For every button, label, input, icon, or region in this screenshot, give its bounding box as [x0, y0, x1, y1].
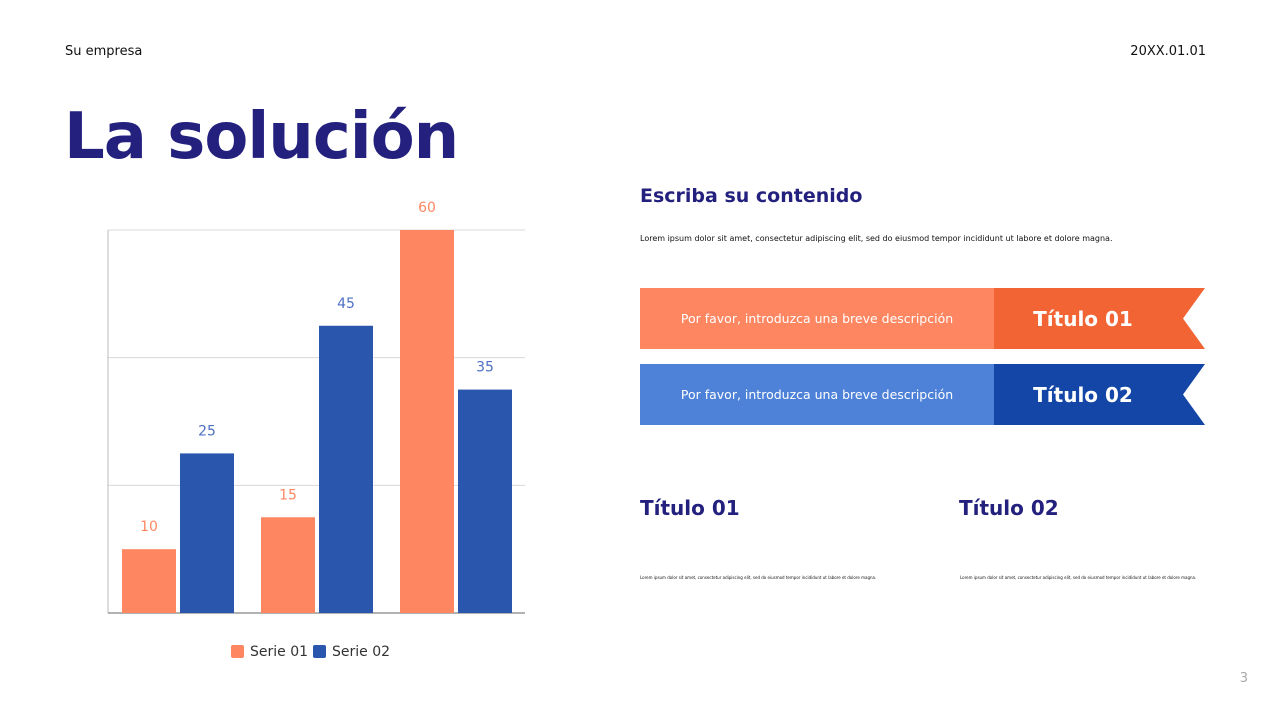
bar-chart: 10 25 15 45 60 35 Serie 01 Serie 02	[107, 200, 525, 660]
legend-swatch	[313, 645, 326, 658]
legend-label: Serie 01	[250, 644, 308, 660]
bar-1-2	[261, 517, 315, 613]
band-title: Título 02	[1033, 382, 1133, 407]
data-label: 35	[476, 360, 494, 376]
legend-label: Serie 02	[332, 644, 390, 660]
ribbon-shape	[994, 364, 1205, 425]
company-name: Su empresa	[65, 44, 143, 59]
data-label: 60	[418, 200, 436, 216]
page-number: 3	[1239, 671, 1248, 686]
band-2: Por favor, introduzca una breve descripc…	[640, 364, 1205, 425]
legend-swatch	[231, 645, 244, 658]
data-label: 10	[140, 519, 158, 535]
data-label: 25	[198, 423, 216, 439]
column-title-2: Título 02	[959, 496, 1059, 520]
bar-1-1	[122, 549, 176, 613]
band-description: Por favor, introduzca una breve descripc…	[640, 364, 994, 425]
band-description: Por favor, introduzca una breve descripc…	[640, 288, 994, 349]
bar-2-3	[458, 389, 512, 613]
bar-2-1	[180, 453, 234, 613]
intro-text: Lorem ipsum dolor sit amet, consectetur …	[640, 234, 1113, 243]
content-subtitle: Escriba su contenido	[640, 185, 863, 207]
column-title-1: Título 01	[640, 496, 740, 520]
date: 20XX.01.01	[1130, 44, 1206, 59]
band-1: Por favor, introduzca una breve descripc…	[640, 288, 1205, 349]
band-title: Título 01	[1033, 306, 1133, 331]
column-text-1: Lorem ipsum dolor sit amet, consectetur …	[640, 575, 877, 580]
bar-2-2	[319, 325, 373, 613]
data-label: 15	[279, 487, 297, 503]
data-label: 45	[337, 296, 355, 312]
slide-title: La solución	[64, 100, 459, 174]
ribbon-shape	[994, 288, 1205, 349]
column-text-2: Lorem ipsum dolor sit amet, consectetur …	[960, 575, 1197, 580]
bar-1-3	[400, 230, 454, 613]
